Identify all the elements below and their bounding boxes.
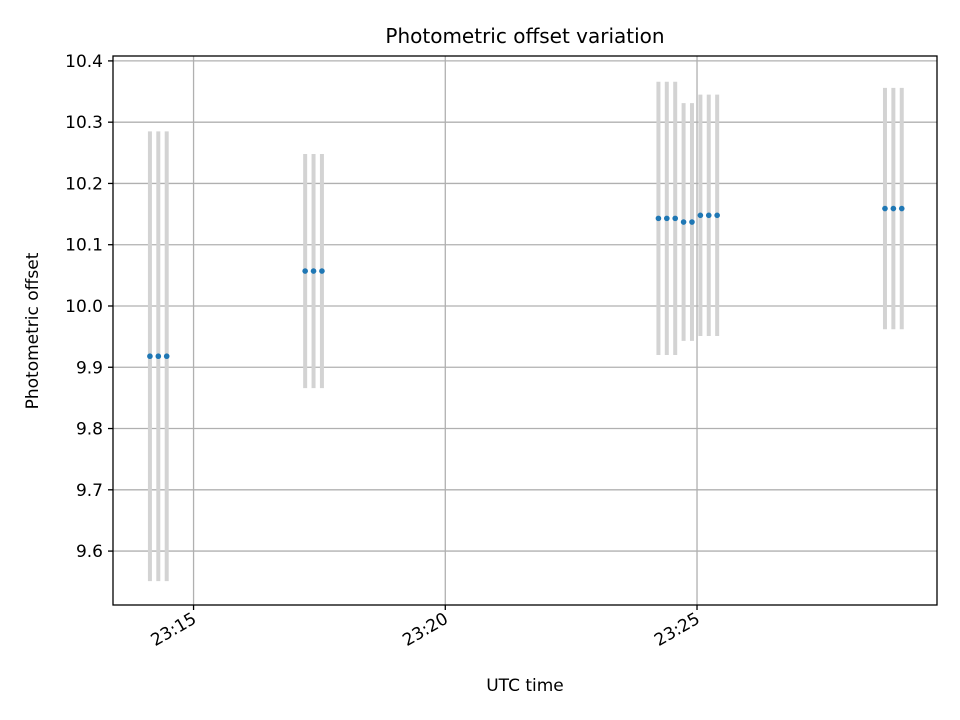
y-tick-label: 9.7 — [76, 481, 103, 501]
chart-title: Photometric offset variation — [385, 24, 664, 48]
data-point — [882, 205, 888, 212]
y-tick-label: 10.4 — [65, 52, 103, 72]
y-tick-label: 9.8 — [76, 420, 103, 440]
plot-frame — [112, 55, 938, 606]
data-point — [163, 353, 170, 360]
y-tick-label: 9.6 — [76, 542, 103, 562]
x-axis-label: UTC time — [486, 676, 564, 696]
data-point — [664, 215, 670, 222]
data-points — [147, 205, 905, 360]
data-point — [319, 268, 325, 274]
y-axis-label: Photometric offset — [23, 252, 43, 409]
grid — [113, 56, 937, 605]
data-point — [655, 215, 662, 222]
y-tick-label: 10.3 — [65, 113, 103, 133]
y-tick-label: 10.1 — [65, 236, 103, 256]
data-point — [680, 219, 687, 225]
y-tick-label: 10.2 — [65, 174, 103, 194]
data-point — [689, 219, 695, 225]
data-point — [898, 205, 905, 212]
data-point — [705, 212, 712, 219]
data-point — [714, 212, 720, 219]
y-tick-label: 9.9 — [76, 358, 103, 378]
data-point — [672, 215, 678, 222]
data-point — [890, 205, 897, 212]
data-point — [302, 268, 308, 274]
y-tick-label: 10.0 — [65, 297, 103, 317]
data-point — [147, 353, 153, 360]
data-point — [155, 353, 162, 360]
data-point — [697, 212, 704, 219]
data-point — [310, 268, 317, 274]
